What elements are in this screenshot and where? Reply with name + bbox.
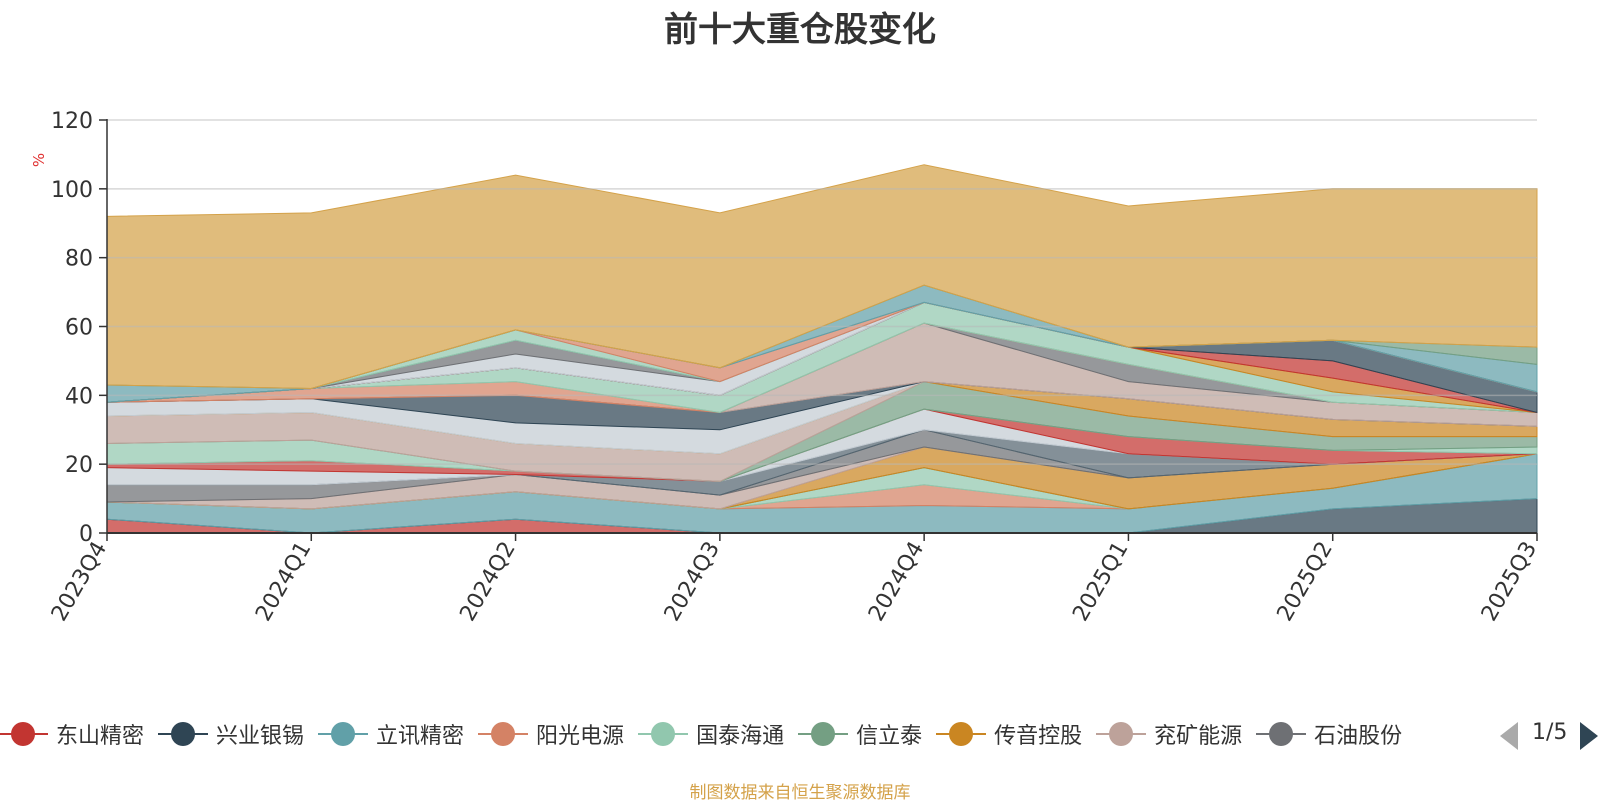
legend-prev-page-icon[interactable] [1500,722,1518,750]
x-tick-label: 2024Q2 [455,538,520,626]
legend-item-label: 东山精密 [56,724,145,749]
legend-marker-icon [936,721,987,747]
legend-item-label: 国泰海通 [696,724,785,749]
y-tick-label: 40 [65,384,93,409]
x-tick-label: 2024Q1 [251,538,316,626]
legend-page-indicator: 1/5 [1532,720,1568,745]
x-tick-label: 2025Q3 [1477,538,1542,626]
y-tick-label: 60 [65,316,93,341]
chart-title: 前十大重仓股变化 [664,10,936,50]
y-gridlines [107,119,1537,465]
area-series-31[interactable] [106,164,1538,390]
legend-marker-icon [318,721,369,747]
legend-item[interactable]: 石油股份 [1256,714,1402,754]
legend-item-label: 石油股份 [1314,724,1403,749]
y-tick-label: 80 [65,247,93,272]
legend-item[interactable]: 传音控股 [936,714,1082,754]
x-tick-label: 2024Q3 [660,538,725,626]
legend-item[interactable]: 国泰海通 [638,714,784,754]
x-tick-label: 2024Q4 [864,538,929,626]
legend-marker-icon [1096,721,1147,747]
x-tick-labels: 2023Q4 2024Q1 2024Q2 2024Q3 2024Q4 2025Q1 2025… [47,533,1542,626]
chart-legend: 东山精密 兴业银锡 立讯精密 阳光电源 国泰海通 信立泰 传音控股 兖矿能源 石油股份 [0,714,1470,754]
legend-item-label: 兖矿能源 [1154,724,1243,749]
x-tick-label: 2025Q1 [1068,538,1133,626]
y-tick-label: 120 [51,109,93,134]
y-tick-label: 100 [51,178,93,203]
legend-item-label: 阳光电源 [536,724,625,749]
y-tick-labels: 0 20 40 60 80 100 120 [51,109,107,547]
legend-item[interactable]: 立讯精密 [318,714,464,754]
legend-item[interactable]: 东山精密 [0,714,144,754]
legend-marker-icon [1256,721,1307,747]
stacked-area-chart: 0 20 40 60 80 100 120% 2023Q4 2024Q1 2024Q2 2024Q3… [30,109,1542,626]
legend-marker-icon [798,721,849,747]
area-layers [106,164,1538,534]
legend-item-label: 兴业银锡 [216,724,305,749]
x-tick-label: 2025Q2 [1273,538,1338,626]
data-source-note: 制图数据来自恒生聚源数据库 [689,783,911,803]
legend-item-label: 立讯精密 [376,724,465,749]
legend-item[interactable]: 信立泰 [798,714,922,754]
legend-marker-icon [0,721,48,747]
legend-item-label: 传音控股 [994,724,1083,749]
legend-marker-icon [638,721,689,747]
legend-marker-icon [478,721,529,747]
x-tick-label: 2023Q4 [47,538,112,626]
y-tick-label: 0 [79,522,93,547]
legend-item[interactable]: 阳光电源 [478,714,624,754]
y-tick-label: 20 [65,453,93,478]
legend-item[interactable]: 兴业银锡 [158,714,304,754]
legend-marker-icon [158,721,209,747]
legend-pager: 1/5 [1500,718,1600,754]
legend-item[interactable]: 兖矿能源 [1096,714,1242,754]
legend-next-page-icon[interactable] [1580,722,1598,750]
legend-item-label: 信立泰 [856,724,923,749]
y-axis-unit-label: % [30,153,48,167]
